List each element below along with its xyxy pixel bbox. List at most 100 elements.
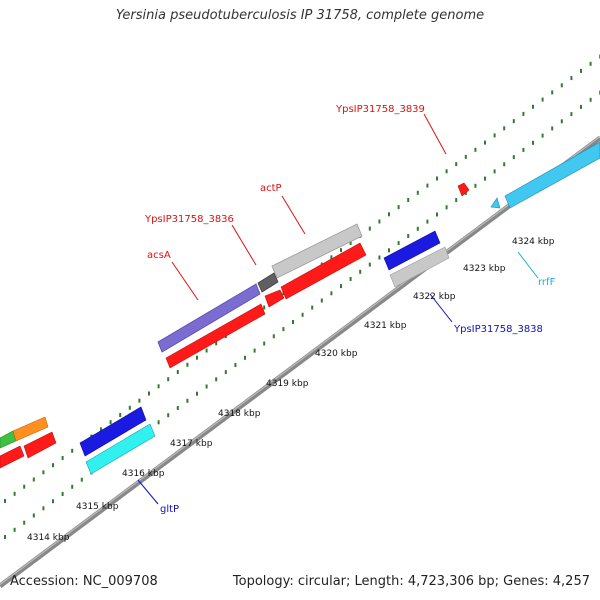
gene-blue-gltP[interactable] [79, 406, 147, 457]
scale-tick [215, 341, 218, 346]
scale-tick [378, 255, 381, 260]
scale-tick [532, 140, 534, 145]
scale-tick [503, 126, 506, 131]
genome-backbone-highlight [0, 136, 600, 585]
scale-tick [551, 126, 554, 131]
gene-red-left-1[interactable] [0, 445, 25, 469]
gene-cyan-gltP[interactable] [85, 423, 156, 475]
gene-actP[interactable] [271, 223, 363, 279]
leader-3839 [423, 113, 447, 155]
scale-tick [522, 111, 525, 116]
gene-red-2[interactable] [264, 289, 285, 308]
label-YpsIP31758_3836: YpsIP31758_3836 [144, 214, 234, 225]
scale-label-4322: 4322 kbp [413, 292, 456, 302]
leader-gltP [137, 479, 159, 505]
gene-acsA[interactable] [157, 283, 261, 353]
scale-tick [436, 176, 438, 181]
label-YpsIP31758_3839: YpsIP31758_3839 [335, 104, 425, 115]
gene-gray-3838[interactable] [389, 246, 450, 288]
gene-red-3[interactable] [280, 242, 367, 300]
scale-tick [445, 169, 448, 174]
scale-label-4323: 4323 kbp [463, 264, 506, 274]
scale-tick [455, 198, 458, 203]
scale-tick [148, 391, 150, 396]
scale-tick [32, 513, 35, 518]
leader-rrfF [517, 251, 539, 279]
scale-tick [4, 499, 6, 503]
scale-tick [560, 83, 563, 88]
leader-actP [281, 195, 306, 235]
label-gltP: gltP [160, 504, 179, 515]
label-acsA: acsA [147, 250, 171, 261]
scale-tick [532, 104, 534, 109]
scale-tick [205, 348, 208, 353]
scale-tick [80, 477, 83, 482]
gene-cyan-long[interactable] [504, 141, 600, 209]
label-rrfF: rrfF [538, 277, 556, 288]
scale-tick [378, 219, 381, 224]
scale-tick [157, 420, 160, 425]
genome-summary-text: Topology: circular; Length: 4,723,306 bp… [232, 574, 590, 589]
gene-blue-3838[interactable] [383, 230, 441, 271]
scale-tick [176, 406, 179, 410]
scale-tick [224, 370, 227, 375]
gene-YpsIP31758_3836[interactable] [257, 272, 279, 293]
scale-tick [426, 219, 429, 224]
scale-tick [493, 169, 496, 174]
scale-tick [340, 284, 342, 289]
scale-tick [71, 448, 74, 453]
scale-tick [522, 147, 525, 152]
label-actP: actP [260, 183, 282, 194]
scale-tick [320, 298, 323, 303]
scale-label-4316: 4316 kbp [122, 469, 165, 479]
scale-tick [61, 456, 64, 460]
scale-tick [23, 484, 26, 489]
scale-tick [253, 348, 256, 353]
scale-tick [167, 377, 170, 382]
scale-tick [407, 198, 410, 202]
scale-tick [416, 190, 419, 195]
scale-labels: 4314 kbp 4315 kbp 4316 kbp 4317 kbp 4318… [27, 237, 555, 543]
scale-tick [436, 212, 438, 217]
scale-label-4317: 4317 kbp [170, 439, 213, 449]
scale-tick [512, 119, 515, 124]
scale-tick [484, 140, 486, 145]
scale-tick [426, 183, 429, 188]
scale-tick [196, 391, 198, 396]
gene-red-left-2[interactable] [23, 431, 57, 459]
scale-tick [263, 341, 266, 346]
scale-tick [368, 226, 371, 231]
scale-tick [263, 305, 266, 310]
gene-orange-left[interactable] [12, 416, 49, 442]
scale-tick [407, 234, 410, 238]
scale-tick [349, 241, 352, 245]
scale-tick [234, 363, 237, 367]
leader-3838 [429, 293, 453, 323]
scale-tick [493, 133, 496, 138]
gene-rrfF[interactable] [490, 197, 501, 209]
scale-label-4320: 4320 kbp [315, 349, 358, 359]
scale-tick [445, 205, 448, 210]
scale-tick [186, 362, 189, 367]
scale-tick [128, 405, 131, 410]
scale-tick [340, 248, 342, 253]
scale-label-4321: 4321 kbp [364, 321, 407, 331]
scale-tick [474, 147, 477, 152]
scale-tick [282, 327, 285, 332]
scale-tick [464, 154, 467, 159]
gene-YpsIP31758_3839[interactable] [457, 182, 470, 197]
scale-label-4324: 4324 kbp [512, 237, 555, 247]
genome-backbone [0, 135, 600, 589]
scale-tick [455, 162, 458, 167]
scale-tick [100, 427, 102, 432]
accession-text: Accession: NC_009708 [10, 574, 158, 589]
scale-tick [119, 413, 122, 417]
scale-tick [4, 535, 6, 539]
scale-tick [13, 527, 16, 532]
scale-tick [42, 470, 45, 475]
scale-tick [589, 61, 592, 66]
scale-tick [397, 241, 400, 246]
gene-red-1[interactable] [165, 303, 266, 369]
scale-tick [244, 355, 246, 360]
